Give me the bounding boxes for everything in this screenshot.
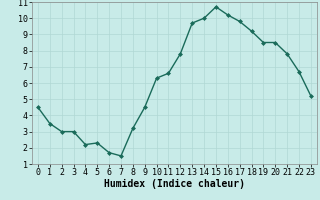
X-axis label: Humidex (Indice chaleur): Humidex (Indice chaleur) bbox=[104, 179, 245, 189]
